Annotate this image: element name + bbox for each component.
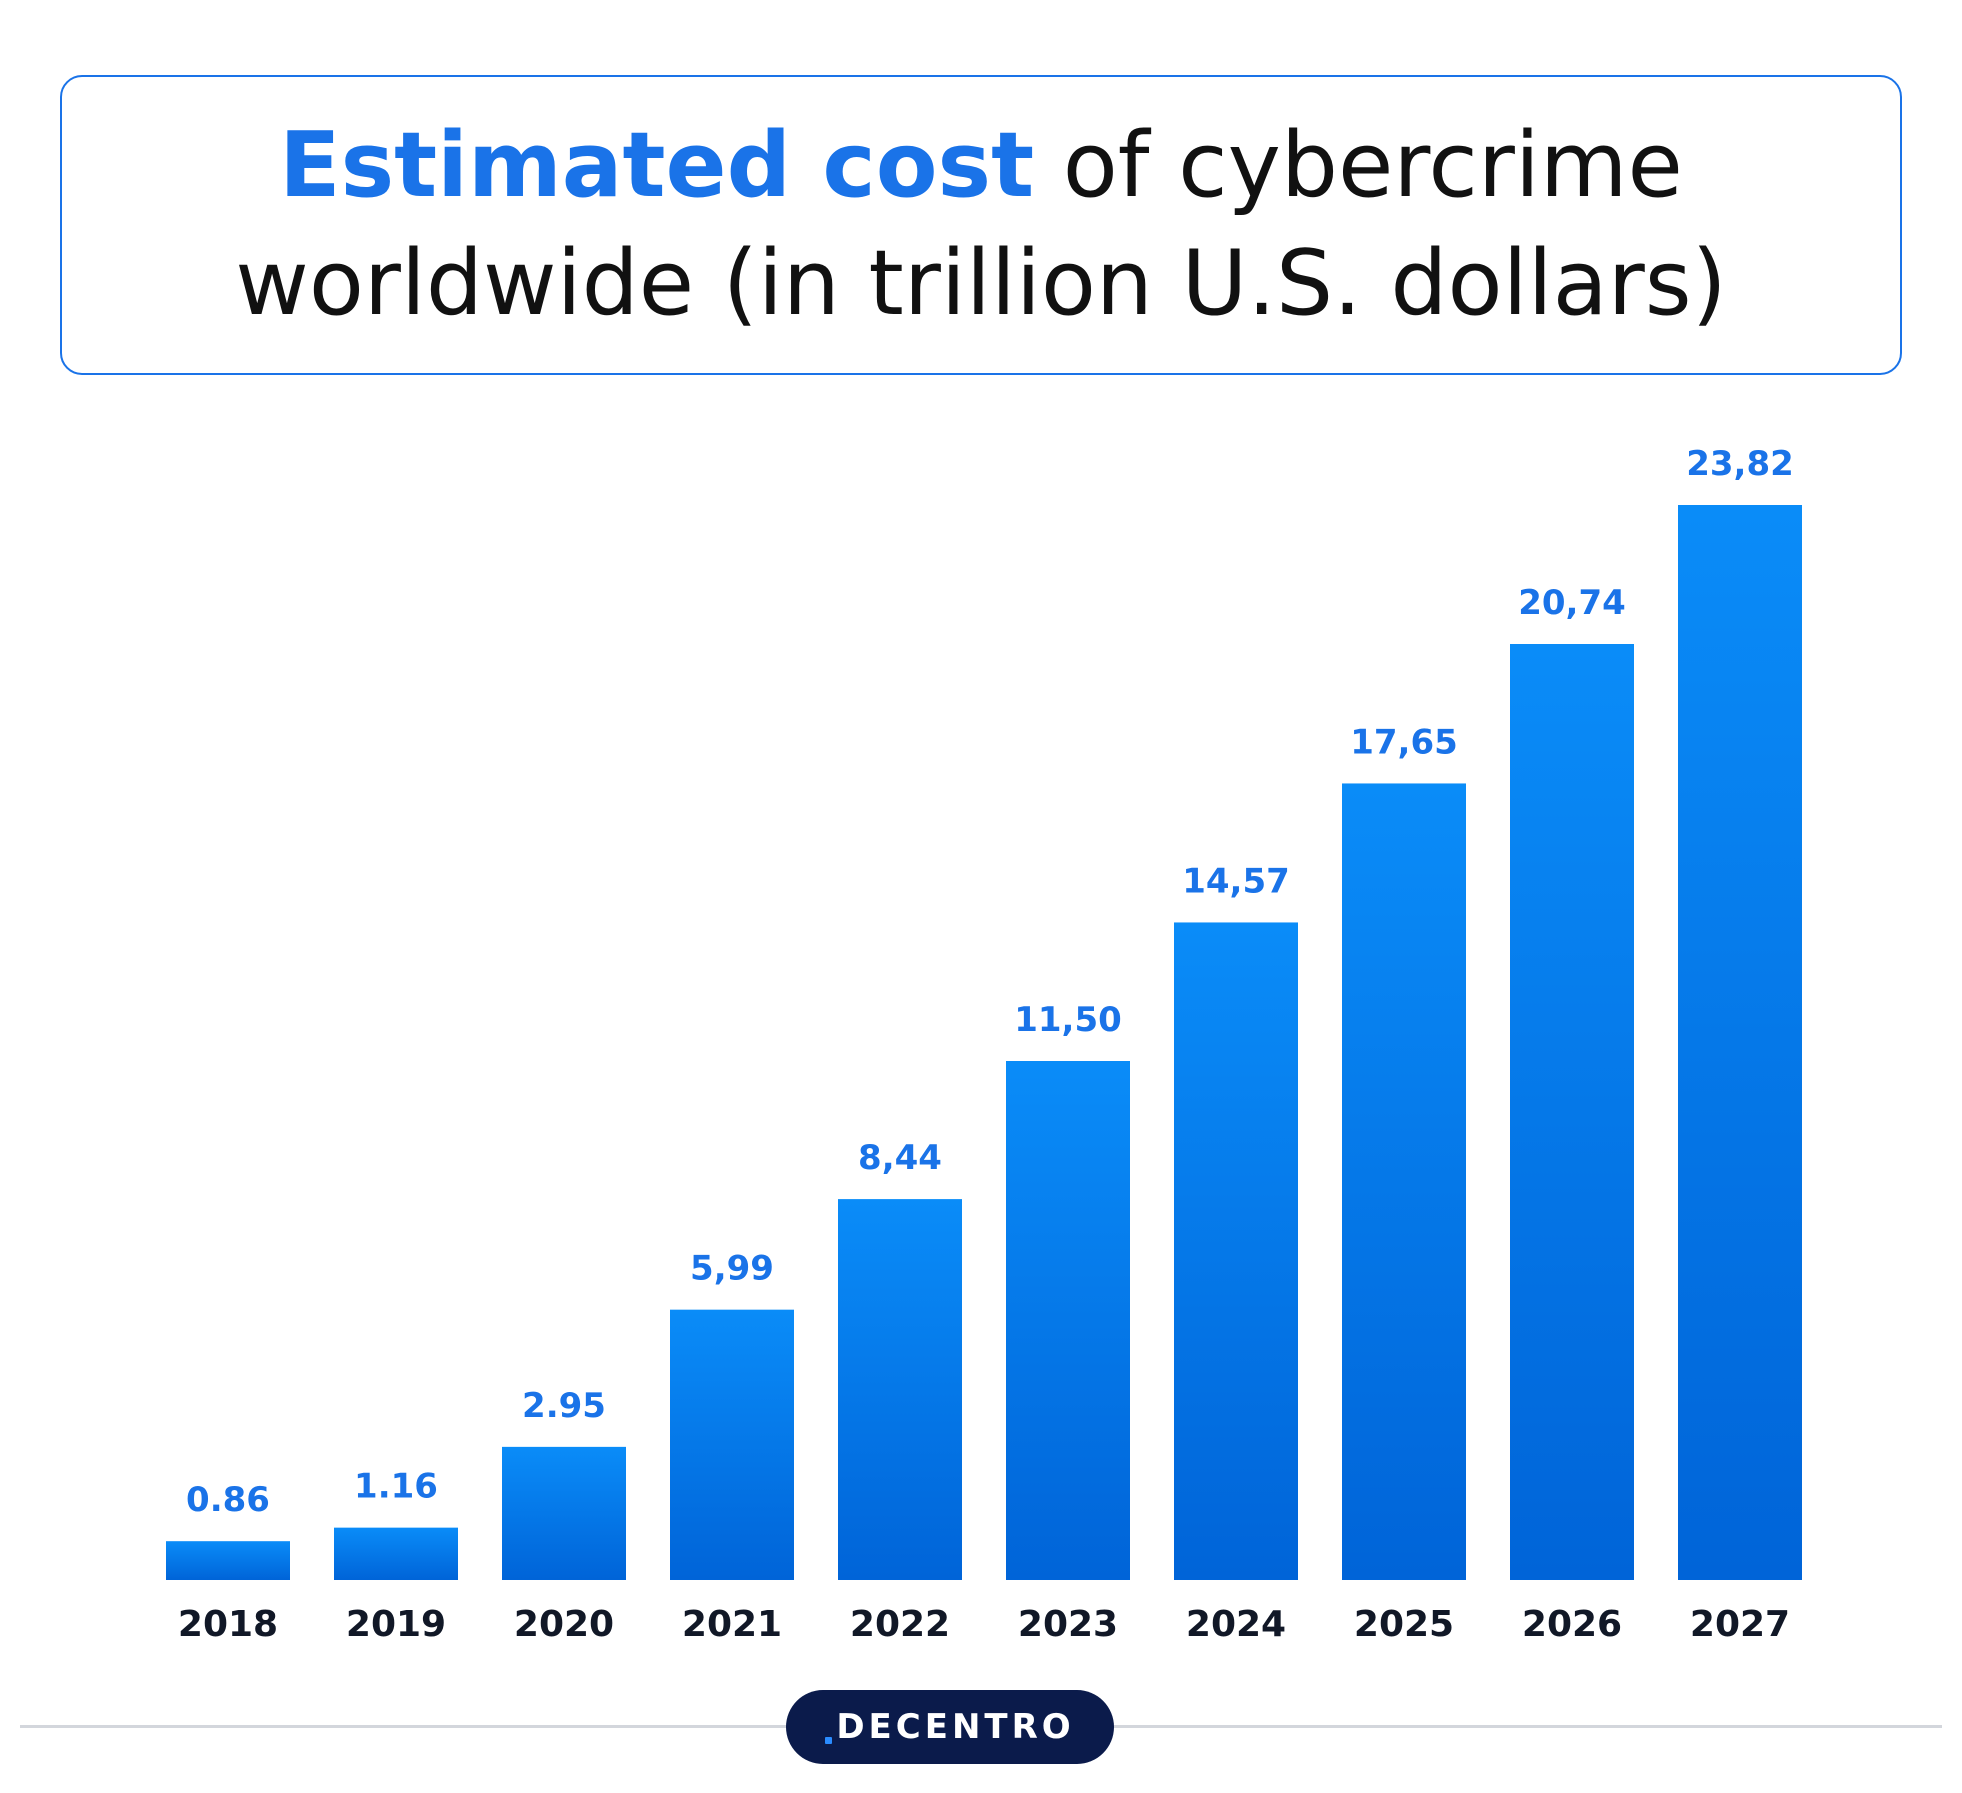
logo-dot-icon [825, 1736, 833, 1744]
logo-text: DECENTRO [836, 1707, 1075, 1747]
x-tick-label-2020: 2020 [514, 1604, 614, 1645]
bar-2027 [1678, 505, 1802, 1580]
x-tick-label-2026: 2026 [1522, 1604, 1622, 1645]
x-tick-label-2022: 2022 [850, 1604, 950, 1645]
bar-2021 [670, 1309, 794, 1580]
bar-2024 [1174, 922, 1298, 1580]
title-rest: of cybercrime [1034, 113, 1683, 218]
value-label-2025: 17,65 [1350, 722, 1458, 762]
x-tick-label-2018: 2018 [178, 1604, 278, 1645]
footer-divider-left [20, 1725, 790, 1728]
value-label-2018: 0.86 [186, 1480, 270, 1520]
bar-2023 [1006, 1061, 1130, 1580]
bar-2022 [838, 1199, 962, 1580]
bar-2020 [502, 1446, 626, 1580]
bar-2019 [334, 1527, 458, 1580]
x-tick-label-2019: 2019 [346, 1604, 446, 1645]
bar-2026 [1510, 644, 1634, 1580]
title-box: Estimated cost of cybercrime worldwide (… [60, 75, 1902, 375]
value-label-2023: 11,50 [1014, 1000, 1122, 1040]
value-labels-group: 0.86 1.16 2.95 5,99 8,44 11,50 14,57 17,65 20,74… [186, 444, 1794, 1520]
bars-group [166, 505, 1802, 1580]
value-label-2026: 20,74 [1518, 583, 1626, 623]
chart-title-line-2: worldwide (in trillion U.S. dollars) [235, 231, 1727, 336]
value-label-2020: 2.95 [522, 1386, 606, 1426]
x-tick-label-2023: 2023 [1018, 1604, 1118, 1645]
value-label-2024: 14,57 [1182, 861, 1290, 901]
x-tick-label-2021: 2021 [682, 1604, 782, 1645]
value-label-2021: 5,99 [690, 1249, 774, 1289]
x-tick-label-2027: 2027 [1690, 1604, 1790, 1645]
x-tick-label-2025: 2025 [1354, 1604, 1454, 1645]
value-label-2022: 8,44 [858, 1138, 942, 1178]
value-label-2027: 23,82 [1686, 444, 1794, 484]
bar-chart: 0.86 1.16 2.95 5,99 8,44 11,50 14,57 17,65 20,74… [166, 444, 1802, 1645]
bar-2018 [166, 1541, 290, 1580]
decentro-logo: DECENTRO [786, 1690, 1114, 1764]
x-tick-labels-group: 2018 2019 2020 2021 2022 2023 2024 2025 2026 2027 [178, 1604, 1790, 1645]
footer-divider-right [1110, 1725, 1942, 1728]
x-tick-label-2024: 2024 [1186, 1604, 1286, 1645]
bar-2025 [1342, 783, 1466, 1580]
title-accent: Estimated cost [279, 113, 1035, 218]
value-label-2019: 1.16 [354, 1467, 438, 1507]
chart-title-line-1: Estimated cost of cybercrime [279, 107, 1683, 225]
